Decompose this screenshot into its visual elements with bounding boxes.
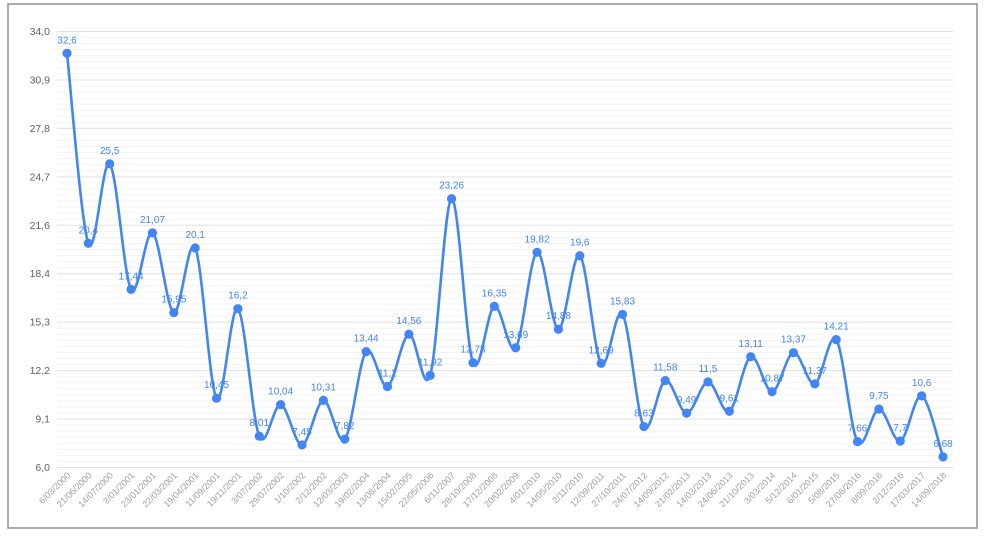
- y-axis-tick-label: 12,2: [30, 365, 51, 377]
- data-point-label: 8,63: [634, 409, 654, 420]
- data-point[interactable]: [810, 379, 820, 389]
- data-point-label: 7,7: [893, 423, 907, 434]
- data-point[interactable]: [511, 343, 521, 353]
- data-point-label: 10,04: [268, 387, 293, 398]
- data-point-label: 16,2: [228, 291, 248, 302]
- data-point[interactable]: [895, 436, 905, 446]
- y-axis-tick-label: 6,0: [35, 462, 50, 474]
- data-point-label: 6,68: [933, 439, 953, 450]
- data-point[interactable]: [276, 399, 286, 410]
- data-point[interactable]: [446, 194, 457, 204]
- data-point-label: 13,44: [354, 334, 379, 345]
- data-point[interactable]: [404, 329, 414, 339]
- data-point[interactable]: [724, 406, 734, 416]
- data-point-label: 11,92: [418, 357, 443, 368]
- data-point-label: 20,1: [185, 230, 205, 241]
- data-point[interactable]: [83, 238, 93, 248]
- y-axis-tick-label: 27,8: [30, 123, 51, 135]
- chart-frame: [7, 3, 978, 529]
- data-point-label: 13,69: [503, 330, 528, 341]
- data-point[interactable]: [425, 370, 435, 380]
- data-point-label: 10,6: [912, 378, 932, 389]
- data-point-label: 15,95: [161, 295, 186, 306]
- data-point-label: 12,73: [460, 345, 485, 356]
- data-point-label: 20,4: [79, 225, 99, 236]
- data-point[interactable]: [746, 352, 756, 362]
- data-point-label: 15,83: [610, 296, 635, 307]
- data-point[interactable]: [938, 452, 948, 462]
- data-point-label: 10,87: [760, 374, 785, 385]
- data-point[interactable]: [468, 358, 478, 368]
- data-point[interactable]: [917, 391, 927, 401]
- data-point[interactable]: [105, 159, 115, 169]
- data-point[interactable]: [767, 387, 777, 397]
- data-point[interactable]: [831, 335, 841, 345]
- data-point[interactable]: [382, 381, 393, 392]
- data-point-label: 9,49: [677, 395, 697, 406]
- data-point-label: 32,6: [57, 35, 77, 46]
- data-point-label: 16,35: [482, 288, 507, 299]
- data-point-label: 19,6: [570, 238, 590, 249]
- data-point-label: 11,37: [803, 366, 828, 377]
- data-point[interactable]: [147, 228, 158, 238]
- data-point-label: 10,45: [204, 380, 229, 391]
- data-point[interactable]: [297, 440, 307, 450]
- y-axis-tick-label: 24,7: [30, 171, 51, 183]
- data-point-label: 7,45: [292, 427, 312, 438]
- data-point[interactable]: [596, 358, 606, 368]
- y-axis-tick-label: 15,3: [30, 317, 51, 329]
- data-point[interactable]: [874, 404, 884, 414]
- data-point-label: 13,37: [781, 335, 806, 346]
- y-axis-tick-label: 9,1: [35, 414, 50, 426]
- y-axis-tick-label: 34,0: [30, 26, 51, 38]
- data-point[interactable]: [660, 376, 670, 386]
- data-point[interactable]: [852, 437, 863, 447]
- data-point-label: 14,88: [546, 311, 571, 322]
- data-point[interactable]: [62, 48, 72, 58]
- data-point[interactable]: [211, 393, 222, 403]
- data-point-label: 19,82: [525, 234, 550, 245]
- data-point-label: 10,31: [311, 382, 336, 393]
- data-point-label: 14,21: [824, 322, 849, 333]
- data-point[interactable]: [788, 348, 799, 358]
- data-point-label: 11,2: [378, 369, 397, 380]
- data-point-label: 7,66: [848, 424, 868, 435]
- y-axis-tick-label: 18,4: [30, 268, 51, 280]
- data-point-label: 14,56: [396, 316, 421, 327]
- data-point[interactable]: [703, 377, 713, 387]
- data-point-label: 17,44: [119, 271, 144, 282]
- data-point[interactable]: [639, 421, 649, 432]
- y-axis-tick-label: 21,6: [30, 220, 51, 232]
- data-point[interactable]: [340, 434, 350, 444]
- data-point[interactable]: [617, 309, 628, 320]
- data-point-label: 8,01: [250, 418, 270, 429]
- data-point-label: 12,69: [589, 345, 614, 356]
- data-point[interactable]: [553, 324, 564, 334]
- data-point[interactable]: [190, 243, 200, 253]
- data-point[interactable]: [126, 284, 136, 294]
- data-point-label: 11,58: [653, 363, 678, 374]
- data-point[interactable]: [682, 408, 692, 418]
- data-point[interactable]: [489, 301, 499, 311]
- data-point[interactable]: [318, 395, 328, 405]
- data-point-label: 7,82: [335, 421, 355, 432]
- data-point-label: 9,61: [720, 393, 740, 404]
- data-point[interactable]: [361, 347, 371, 357]
- data-point-label: 21,07: [140, 215, 165, 226]
- data-point[interactable]: [254, 431, 264, 441]
- data-point[interactable]: [169, 307, 179, 318]
- data-point-label: 9,75: [869, 391, 889, 402]
- y-axis-tick-label: 30,9: [30, 74, 51, 86]
- data-point-label: 13,11: [739, 339, 764, 350]
- data-point-label: 11,5: [699, 364, 718, 375]
- data-point-label: 25,5: [100, 146, 120, 157]
- data-point[interactable]: [233, 304, 243, 314]
- data-point-label: 23,26: [439, 181, 464, 192]
- data-point[interactable]: [532, 247, 542, 257]
- data-point[interactable]: [575, 251, 585, 261]
